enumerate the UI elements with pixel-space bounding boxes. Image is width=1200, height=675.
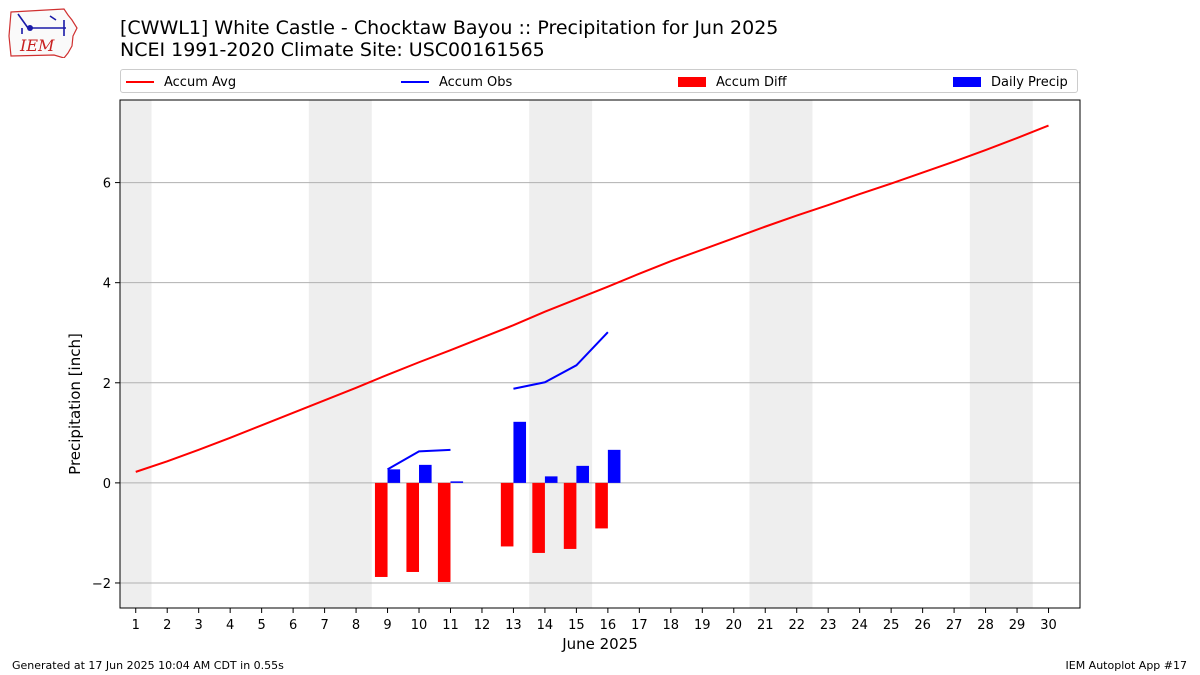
app-label: IEM Autoplot App #17 <box>1065 659 1188 672</box>
legend-label: Accum Obs <box>439 74 513 90</box>
x-tick-label: 20 <box>725 618 742 633</box>
x-tick-label: 15 <box>568 618 585 633</box>
legend-item-accum-diff: Accum Diff <box>678 73 787 91</box>
x-tick-label: 10 <box>411 618 428 633</box>
x-tick-label: 11 <box>442 618 459 633</box>
accum-obs-line <box>387 448 451 471</box>
accum-diff-bar <box>406 482 420 572</box>
x-tick-label: 8 <box>352 618 360 633</box>
weekend-band <box>969 100 1033 608</box>
weather-station-icon <box>17 13 66 36</box>
x-tick-label: 27 <box>946 618 963 633</box>
accum-obs-line <box>513 331 609 390</box>
x-tick-label: 1 <box>132 618 140 633</box>
x-tick-label: 13 <box>505 618 522 633</box>
legend-swatch <box>126 81 154 83</box>
x-axis-label: June 2025 <box>561 635 638 653</box>
legend-item-daily-precip: Daily Precip <box>953 73 1068 91</box>
daily-precip-bar <box>419 464 432 483</box>
accum-diff-bar <box>374 482 388 577</box>
x-tick-label: 3 <box>195 618 203 633</box>
y-tick-label: −2 <box>92 577 111 592</box>
accum-diff-bar <box>563 482 577 549</box>
legend-swatch <box>401 81 429 83</box>
y-tick-label: 2 <box>103 377 111 392</box>
daily-precip-bar <box>544 476 558 483</box>
x-tick-label: 26 <box>914 618 931 633</box>
chart-title: [CWWL1] White Castle - Chocktaw Bayou ::… <box>120 17 779 39</box>
x-tick-label: 23 <box>820 618 837 633</box>
legend-label: Accum Diff <box>716 74 787 90</box>
x-tick-label: 25 <box>883 618 900 633</box>
legend-label: Accum Avg <box>164 74 237 90</box>
daily-precip-bar <box>450 481 464 483</box>
x-tick-label: 4 <box>226 618 234 633</box>
x-tick-label: 16 <box>600 618 617 633</box>
chart-subtitle: NCEI 1991-2020 Climate Site: USC00161565 <box>120 39 545 61</box>
daily-precip-bar <box>513 421 527 483</box>
legend-label: Daily Precip <box>991 74 1068 90</box>
x-tick-label: 2 <box>163 618 171 633</box>
x-tick-label: 7 <box>320 618 328 633</box>
x-tick-label: 9 <box>383 618 391 633</box>
x-tick-label: 14 <box>537 618 554 633</box>
x-tick-label: 22 <box>788 618 805 633</box>
x-tick-label: 28 <box>977 618 994 633</box>
legend-swatch <box>678 77 706 87</box>
legend-item-accum-avg: Accum Avg <box>126 73 236 91</box>
legend-item-accum-obs: Accum Obs <box>401 73 512 91</box>
daily-precip-bar <box>576 465 589 483</box>
x-tick-label: 21 <box>757 618 774 633</box>
x-tick-label: 24 <box>851 618 868 633</box>
iowa-outline <box>8 8 78 58</box>
y-tick-label: 0 <box>103 477 111 492</box>
y-tick-label: 6 <box>103 177 111 192</box>
y-tick-label: 4 <box>103 277 111 292</box>
plot-frame <box>119 99 1081 609</box>
x-tick-label: 19 <box>694 618 711 633</box>
accum-diff-bar <box>532 482 545 553</box>
accum-diff-bar <box>595 482 608 529</box>
accum-diff-bar <box>500 482 514 547</box>
accum-diff-bar <box>437 482 451 582</box>
x-tick-label: 12 <box>474 618 491 633</box>
legend: Accum Avg Accum Obs Accum Diff Daily Pre… <box>120 69 1078 93</box>
weather-station-icon <box>27 25 33 31</box>
x-tick-label: 5 <box>257 618 265 633</box>
legend-swatch <box>953 77 981 87</box>
x-tick-label: 30 <box>1040 618 1057 633</box>
daily-precip-bar <box>607 449 621 483</box>
daily-precip-bar <box>387 469 401 483</box>
weekend-band <box>308 100 372 608</box>
x-tick-label: 18 <box>663 618 680 633</box>
weekend-band <box>749 100 813 608</box>
accum-avg-line <box>135 124 1049 473</box>
iem-logo: IEM <box>8 8 78 58</box>
generated-note: Generated at 17 Jun 2025 10:04 AM CDT in… <box>12 659 284 672</box>
y-axis-label: Precipitation [inch] <box>66 333 84 475</box>
logo-text: IEM <box>19 36 55 55</box>
x-tick-label: 17 <box>631 618 648 633</box>
x-tick-label: 6 <box>289 618 297 633</box>
x-tick-label: 29 <box>1009 618 1026 633</box>
weekend-band <box>120 100 152 608</box>
